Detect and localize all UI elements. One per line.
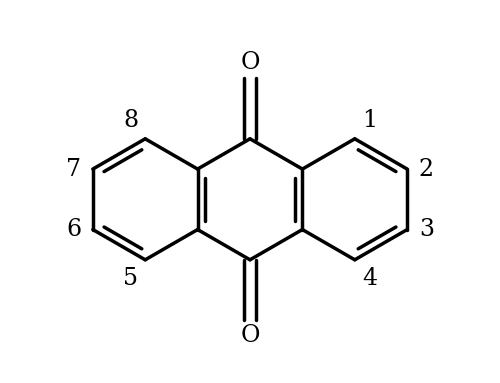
Text: 5: 5 [123,267,138,290]
Text: 2: 2 [419,157,434,180]
Text: 8: 8 [123,109,138,132]
Text: 3: 3 [419,218,434,241]
Text: 1: 1 [362,109,377,132]
Text: O: O [240,324,260,347]
Text: 6: 6 [66,218,81,241]
Text: O: O [240,51,260,74]
Text: 4: 4 [362,267,377,290]
Text: 7: 7 [66,157,81,180]
